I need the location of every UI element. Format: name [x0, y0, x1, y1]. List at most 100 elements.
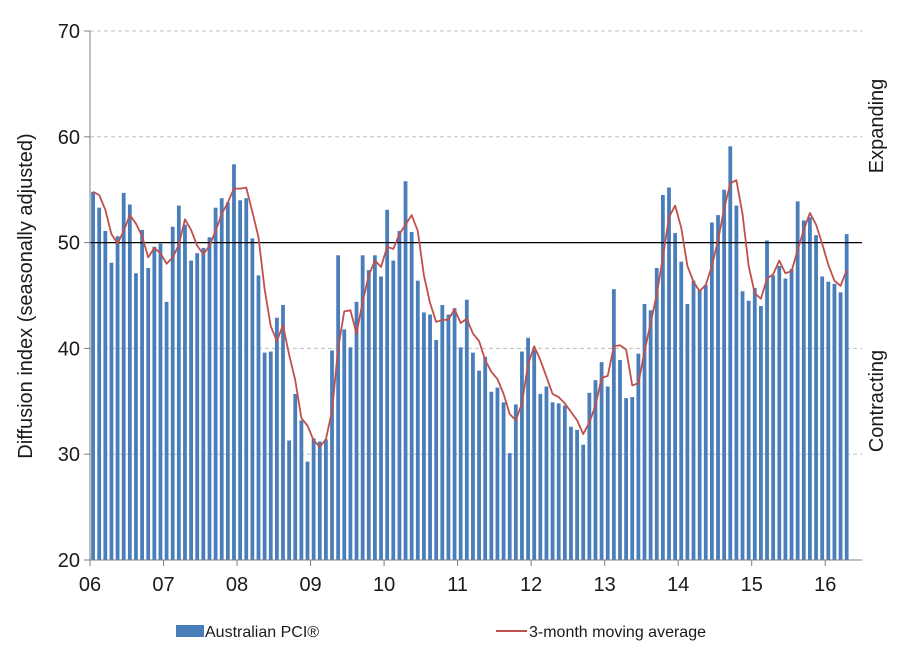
- bar-121: [832, 283, 837, 560]
- x-tick-label-10: 10: [373, 574, 395, 596]
- bar-19: [207, 237, 212, 560]
- bar-74: [544, 386, 549, 560]
- bar-103: [722, 189, 727, 560]
- bar-70: [520, 351, 524, 560]
- bar-33: [293, 393, 298, 560]
- bar-99: [697, 290, 702, 560]
- bar-41: [342, 329, 347, 560]
- bar-64: [483, 356, 488, 560]
- bar-87: [624, 398, 629, 560]
- bar-115: [795, 201, 800, 560]
- bar-24: [238, 200, 243, 560]
- bar-45: [366, 270, 371, 560]
- y-tick-labels: 20 30 40 50 60 70: [58, 21, 80, 572]
- bar-40: [336, 255, 341, 561]
- bar-46: [373, 255, 377, 561]
- bar-43: [354, 301, 359, 560]
- bar-106: [740, 291, 745, 560]
- y-tick-label-30: 30: [58, 444, 80, 466]
- bar-28: [262, 352, 267, 560]
- bar-56: [434, 339, 439, 560]
- bar-49: [391, 260, 396, 560]
- bar-105: [734, 205, 739, 560]
- bar-2: [103, 230, 108, 560]
- bar-89: [636, 353, 641, 560]
- bar-95: [673, 233, 678, 560]
- bar-37: [317, 441, 322, 560]
- bar-102: [716, 215, 720, 560]
- bar-0: [91, 191, 95, 560]
- bar-78: [569, 426, 573, 560]
- x-tick-label-15: 15: [741, 574, 763, 596]
- bar-119: [820, 276, 825, 560]
- bar-59: [452, 308, 457, 560]
- bar-86: [618, 360, 622, 560]
- bar-123: [844, 234, 849, 560]
- bar-17: [195, 253, 200, 560]
- bar-53: [415, 280, 420, 560]
- bar-32: [287, 440, 292, 560]
- bar-series: [91, 146, 849, 561]
- bar-113: [783, 278, 788, 560]
- bar-51: [403, 181, 408, 561]
- bar-94: [667, 187, 671, 560]
- x-tick-labels: 06 07 08 09 10 11 12 13 14 15 16: [79, 574, 836, 596]
- bar-26: [250, 238, 255, 560]
- bar-112: [777, 265, 782, 560]
- y-tick-label-50: 50: [58, 233, 80, 255]
- bar-118: [814, 235, 818, 560]
- bar-85: [611, 289, 616, 560]
- bar-27: [256, 275, 261, 560]
- bar-22: [225, 202, 230, 560]
- legend-line-label: 3-month moving average: [529, 624, 706, 641]
- legend-bar-swatch: [176, 625, 204, 637]
- bar-31: [281, 305, 285, 560]
- bar-100: [703, 284, 708, 560]
- y-tick-label-20: 20: [58, 550, 80, 572]
- x-tick-label-06: 06: [79, 574, 101, 596]
- moving-average-line: [92, 179, 848, 448]
- bar-50: [397, 230, 402, 560]
- bar-47: [379, 276, 383, 560]
- bar-83: [599, 362, 604, 560]
- bar-1: [97, 207, 102, 560]
- bar-6: [127, 204, 132, 560]
- bar-109: [759, 306, 763, 560]
- bar-58: [446, 314, 451, 560]
- bar-104: [728, 146, 733, 560]
- bar-16: [189, 260, 193, 560]
- bar-101: [709, 222, 714, 560]
- bar-61: [464, 299, 469, 560]
- bar-73: [538, 393, 543, 560]
- bar-3: [109, 262, 114, 560]
- bar-93: [660, 194, 665, 561]
- bar-107: [746, 300, 751, 560]
- axes: [84, 30, 862, 566]
- bar-80: [581, 444, 586, 560]
- bar-76: [556, 403, 561, 560]
- bar-4: [115, 236, 120, 560]
- bar-88: [630, 397, 635, 560]
- bar-65: [489, 391, 494, 560]
- x-tick-label-08: 08: [226, 574, 248, 596]
- bar-91: [648, 310, 653, 560]
- x-tick-label-11: 11: [447, 574, 468, 596]
- bar-71: [526, 337, 530, 560]
- x-tick-label-14: 14: [667, 574, 689, 596]
- bar-98: [691, 280, 696, 560]
- bar-79: [575, 429, 579, 560]
- x-tick-label-13: 13: [594, 574, 616, 596]
- x-tick-label-12: 12: [520, 574, 542, 596]
- bar-18: [201, 247, 206, 560]
- bar-81: [587, 392, 592, 560]
- bar-39: [330, 350, 334, 560]
- bar-7: [134, 273, 138, 560]
- bar-120: [826, 281, 831, 560]
- bar-5: [121, 192, 126, 560]
- bar-116: [801, 220, 806, 560]
- bar-97: [685, 303, 690, 560]
- bar-25: [244, 198, 249, 560]
- bar-69: [513, 404, 518, 560]
- y-tick-label-60: 60: [58, 127, 80, 149]
